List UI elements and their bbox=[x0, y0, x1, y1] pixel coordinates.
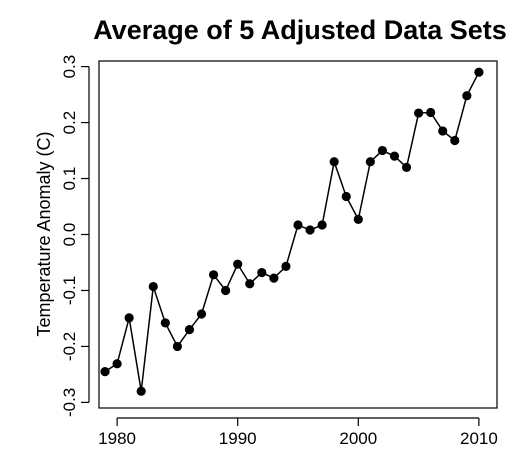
data-point bbox=[293, 220, 303, 230]
y-tick-label: -0.2 bbox=[60, 332, 79, 361]
series-layer bbox=[100, 67, 484, 396]
series-line bbox=[104, 71, 480, 392]
data-point bbox=[377, 145, 388, 156]
data-point bbox=[124, 313, 134, 323]
data-point bbox=[341, 191, 351, 202]
data-point bbox=[208, 270, 219, 280]
data-point bbox=[136, 386, 146, 396]
x-tick-label: 2010 bbox=[460, 429, 498, 448]
y-tick-label: 0.2 bbox=[60, 111, 79, 135]
data-point bbox=[160, 318, 170, 328]
data-point bbox=[257, 267, 267, 278]
plot-frame bbox=[98, 60, 498, 409]
y-axis: -0.3 -0.2 -0.1 0.0 0.1 0.2 0.3 bbox=[60, 55, 90, 417]
data-point bbox=[426, 107, 436, 118]
chart-title: Average of 5 Adjusted Data Sets bbox=[93, 15, 507, 45]
x-axis: 1980 1990 2000 2010 bbox=[98, 417, 498, 448]
y-axis-label: Temperature Anomaly (C) bbox=[34, 131, 54, 336]
data-point bbox=[438, 126, 448, 136]
data-point bbox=[414, 108, 424, 118]
data-point bbox=[269, 273, 279, 283]
data-point bbox=[305, 225, 315, 235]
data-point bbox=[474, 67, 484, 77]
data-point bbox=[365, 157, 375, 167]
data-point bbox=[462, 91, 472, 101]
data-point bbox=[281, 261, 291, 272]
data-point bbox=[389, 151, 400, 161]
data-point bbox=[401, 162, 412, 172]
x-tick-label: 2000 bbox=[339, 429, 377, 448]
y-tick-label: 0.0 bbox=[60, 223, 79, 247]
data-point bbox=[148, 281, 158, 292]
data-point bbox=[329, 157, 339, 167]
data-point bbox=[317, 220, 327, 230]
data-point bbox=[100, 367, 110, 377]
data-point bbox=[353, 214, 363, 224]
data-point bbox=[172, 341, 182, 352]
data-point bbox=[221, 285, 231, 296]
data-point bbox=[196, 309, 207, 319]
y-tick-label: 0.1 bbox=[60, 167, 79, 191]
y-tick-label: -0.1 bbox=[60, 276, 79, 305]
y-tick-label: 0.3 bbox=[60, 55, 79, 79]
y-tick-label: -0.3 bbox=[60, 388, 79, 417]
data-point bbox=[233, 259, 243, 269]
x-tick-label: 1990 bbox=[219, 429, 257, 448]
data-point bbox=[450, 135, 460, 146]
data-point bbox=[245, 279, 255, 289]
data-point bbox=[184, 325, 195, 335]
x-tick-label: 1980 bbox=[98, 429, 136, 448]
data-point bbox=[112, 359, 122, 369]
